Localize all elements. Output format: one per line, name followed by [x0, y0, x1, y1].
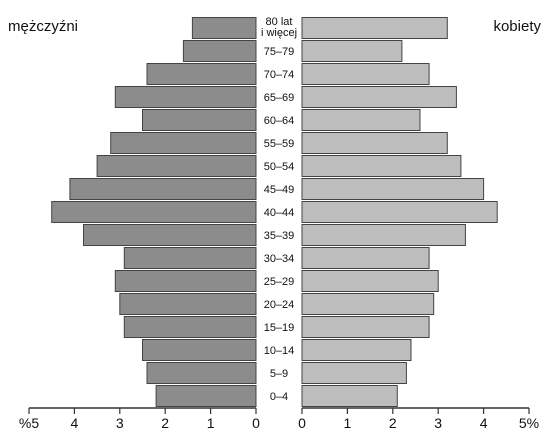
- male-bar: [96, 155, 257, 177]
- age-group-label: 30–34: [264, 253, 295, 265]
- female-bar: [301, 201, 498, 223]
- female-bar: [301, 270, 439, 292]
- female-bar: [301, 316, 430, 338]
- female-bar: [301, 224, 466, 246]
- left-tick-label: 0: [252, 415, 260, 431]
- female-bar: [301, 247, 430, 269]
- female-bar: [301, 339, 412, 361]
- right-tick-label: 1: [344, 415, 352, 431]
- bars-group: [51, 17, 498, 407]
- age-group-label: 5–9: [270, 368, 288, 380]
- age-group-label: 40–44: [264, 207, 295, 219]
- male-bar: [110, 132, 257, 154]
- age-group-label: 80 lat: [266, 16, 293, 28]
- age-group-label: 35–39: [264, 230, 295, 242]
- female-bar: [301, 132, 448, 154]
- age-group-label: 25–29: [264, 276, 295, 288]
- male-bar: [114, 270, 257, 292]
- male-bar: [83, 224, 257, 246]
- male-bar: [123, 316, 257, 338]
- age-group-label: 20–24: [264, 299, 295, 311]
- right-side-label: kobiety: [493, 18, 541, 35]
- female-bar: [301, 385, 398, 407]
- age-group-label: 65–69: [264, 92, 295, 104]
- female-bar: [301, 109, 421, 131]
- age-group-label: 55–59: [264, 138, 295, 150]
- female-bar: [301, 155, 462, 177]
- left-tick-label: 1: [207, 415, 215, 431]
- age-group-label: 15–19: [264, 322, 295, 334]
- female-bar: [301, 293, 435, 315]
- female-bar: [301, 63, 430, 85]
- male-bar: [146, 63, 257, 85]
- age-group-label: 75–79: [264, 46, 295, 58]
- male-bar: [51, 201, 257, 223]
- right-tick-label: 4: [480, 415, 488, 431]
- left-tick-label: 4: [71, 415, 79, 431]
- male-bar: [123, 247, 257, 269]
- age-group-label: 70–74: [264, 69, 295, 81]
- age-group-label: 0–4: [270, 391, 288, 403]
- left-tick-label: %5: [19, 415, 39, 431]
- male-bar: [114, 86, 257, 108]
- left-side-label: mężczyźni: [8, 18, 78, 35]
- male-bar: [142, 339, 257, 361]
- female-bar: [301, 40, 403, 62]
- female-bar: [301, 178, 485, 200]
- male-bar: [142, 109, 257, 131]
- age-group-label: i więcej: [261, 27, 297, 39]
- male-bar: [182, 40, 257, 62]
- right-tick-label: 3: [434, 415, 442, 431]
- male-bar: [146, 362, 257, 384]
- age-group-label: 60–64: [264, 115, 295, 127]
- male-bar: [191, 17, 257, 39]
- age-group-label: 10–14: [264, 345, 295, 357]
- male-bar: [119, 293, 257, 315]
- left-tick-label: 3: [116, 415, 124, 431]
- female-bar: [301, 17, 448, 39]
- right-tick-label: 0: [298, 415, 306, 431]
- right-tick-label: 5%: [519, 415, 539, 431]
- age-labels-group: 0–4 5–9 10–14 15–19 20–24 25–29 30–34 35–39 40–4…: [261, 16, 297, 403]
- age-group-label: 50–54: [264, 161, 295, 173]
- male-bar: [69, 178, 257, 200]
- axes-group: %5 0 4 1 3 2 2 3 1 4 0 5%: [19, 407, 539, 431]
- age-group-label: 45–49: [264, 184, 295, 196]
- female-bar: [301, 362, 407, 384]
- right-tick-label: 2: [389, 415, 397, 431]
- female-bar: [301, 86, 457, 108]
- male-bar: [155, 385, 257, 407]
- left-tick-label: 2: [161, 415, 169, 431]
